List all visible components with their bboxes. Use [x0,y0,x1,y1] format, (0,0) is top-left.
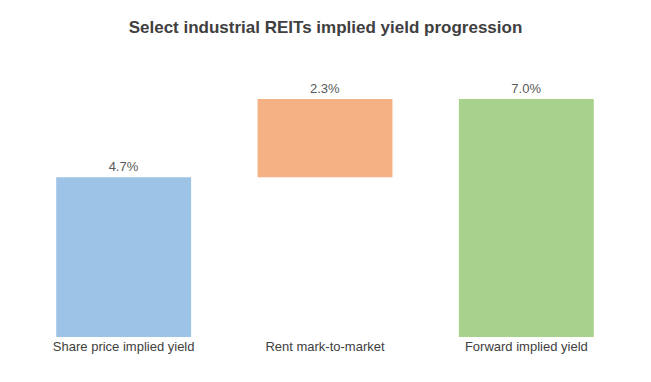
svg-text:Rent mark-to-market: Rent mark-to-market [265,339,385,354]
svg-text:Select industrial REITs implie: Select industrial REITs implied yield pr… [129,18,523,37]
svg-text:7.0%: 7.0% [511,81,541,96]
svg-text:4.7%: 4.7% [109,159,139,174]
svg-text:2.3%: 2.3% [310,81,340,96]
svg-text:Share price implied yield: Share price implied yield [53,339,195,354]
svg-text:Forward implied yield: Forward implied yield [465,339,588,354]
